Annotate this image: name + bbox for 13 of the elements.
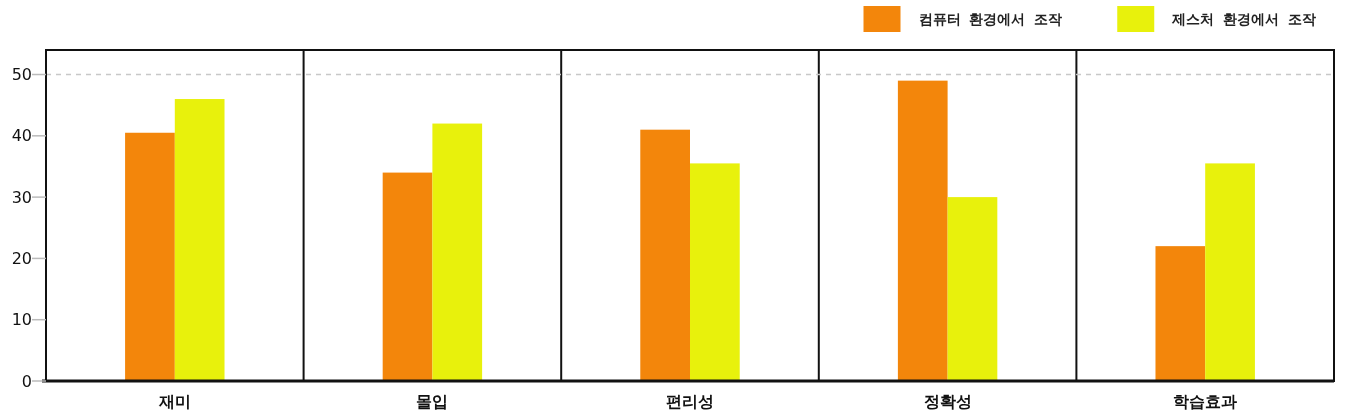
y-tick-label: 30 xyxy=(11,187,32,207)
x-tick-label: 정확성 xyxy=(923,392,972,411)
x-tick-label: 재미 xyxy=(157,392,191,411)
y-tick-label: 20 xyxy=(11,248,32,268)
y-tick-label: 10 xyxy=(11,310,32,330)
y-tick-label: 40 xyxy=(11,126,32,146)
x-tick-label: 학습효과 xyxy=(1173,392,1238,411)
legend-label: 제스처 환경에서 조작 xyxy=(1171,11,1316,27)
y-tick-label: 0 xyxy=(21,371,32,391)
legend-label: 컴퓨터 환경에서 조작 xyxy=(918,11,1063,27)
y-tick-label: 50 xyxy=(11,65,32,85)
x-tick-label: 편리성 xyxy=(666,392,714,411)
x-tick-label: 몰입 xyxy=(416,392,449,411)
